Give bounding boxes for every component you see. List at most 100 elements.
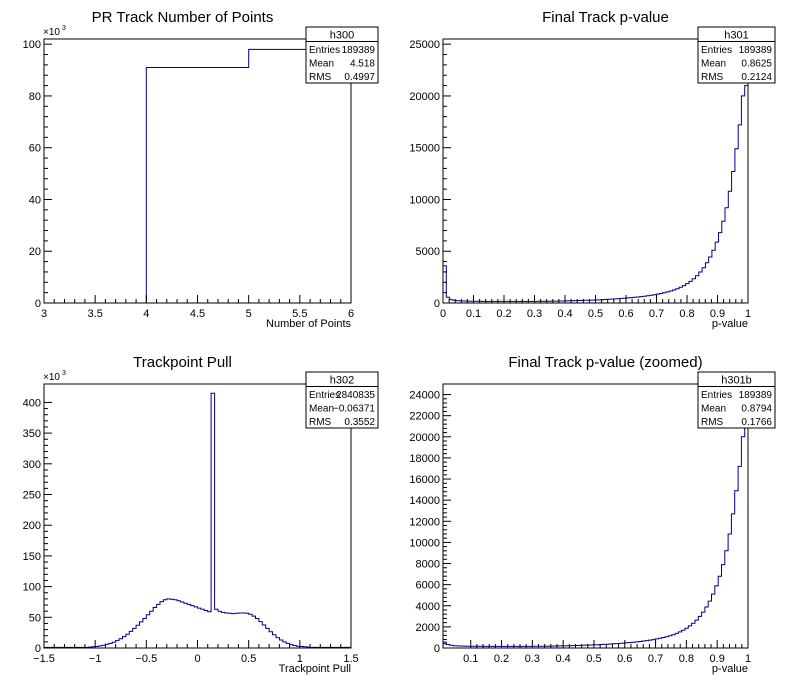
x-tick-label: 0.7 <box>649 308 664 320</box>
stats-box-frame <box>697 26 776 84</box>
stats-name: h301 <box>724 30 748 42</box>
x-tick-label: 6 <box>348 308 354 320</box>
stats-name: h302 <box>330 375 354 387</box>
x-tick-label: 0.7 <box>648 653 663 665</box>
y-multiplier-exponent: 3 <box>62 25 66 32</box>
y-tick-label: 0 <box>35 643 41 655</box>
x-tick-label: 0 <box>440 308 446 320</box>
y-tick-label: 350 <box>23 428 41 440</box>
stats-value: 0.8625 <box>741 59 772 70</box>
stats-label: RMS <box>701 417 724 428</box>
y-tick-label: 0 <box>434 643 440 655</box>
y-tick-label: 16000 <box>409 474 440 486</box>
chart-panel-4: Final Track p-value (zoomed) 0.1 0.2 0.3 0.4… <box>409 354 776 675</box>
y-tick-label: 0 <box>434 298 440 310</box>
y-tick-label: 18000 <box>409 453 440 465</box>
x-tick-label: 0.4 <box>556 653 571 665</box>
x-tick-label: 3.5 <box>88 308 103 320</box>
x-tick-label: −0.5 <box>135 653 157 665</box>
stats-label: RMS <box>701 72 724 83</box>
x-tick-label: 0.2 <box>496 308 511 320</box>
y-tick-label: 6000 <box>416 580 440 592</box>
stats-label: Entries <box>701 45 732 56</box>
stats-label: Mean <box>701 404 726 415</box>
chart-panel-3: Trackpoint Pull −1.5 −1 −0.5 0 0.5 1 1.5 0 50 100 1… <box>23 354 379 675</box>
y-tick-label: 0 <box>35 298 41 310</box>
x-axis-label: p-value <box>712 318 748 330</box>
x-axis-label: Number of Points <box>266 318 351 330</box>
x-axis-label: p-value <box>712 663 748 675</box>
x-tick-label: 0 <box>194 653 200 665</box>
x-tick-label: 5.5 <box>292 308 307 320</box>
stats-value: 0.4997 <box>344 72 375 83</box>
chart-title: Trackpoint Pull <box>133 354 232 371</box>
x-tick-label: −1 <box>89 653 102 665</box>
stats-label: RMS <box>309 417 332 428</box>
y-tick-label: 20000 <box>409 432 440 444</box>
stats-label: Entries <box>309 390 340 401</box>
x-tick-label: 1 <box>297 653 303 665</box>
stats-box-frame <box>305 26 379 84</box>
stats-box: h301b Entries 189389 Mean 0.8794 RMS 0.1766 <box>697 371 776 429</box>
y-tick-label: 100 <box>23 39 41 51</box>
y-tick-label: 5000 <box>416 246 440 258</box>
plot-frame <box>442 383 749 649</box>
x-tick-label: 0.5 <box>588 308 603 320</box>
y-multiplier: ×10 <box>43 27 60 38</box>
stats-label: RMS <box>309 72 332 83</box>
stats-box-frame <box>697 371 776 429</box>
y-tick-label: 20000 <box>409 91 440 103</box>
histogram-series <box>44 48 352 304</box>
x-tick-label: 1.5 <box>343 653 358 665</box>
stats-label: Mean <box>309 59 334 70</box>
x-tick-label: 0.1 <box>466 308 481 320</box>
y-tick-label: 250 <box>23 490 41 502</box>
y-tick-label: 200 <box>23 520 41 532</box>
y-tick-label: 4000 <box>416 601 440 613</box>
x-tick-label: 4.5 <box>190 308 205 320</box>
chart-title: PR Track Number of Points <box>92 9 274 26</box>
chart-title: Final Track p-value (zoomed) <box>508 354 702 371</box>
y-tick-label: 22000 <box>409 411 440 423</box>
y-tick-label: 24000 <box>409 390 440 402</box>
histogram-series <box>43 392 352 648</box>
y-tick-label: 10000 <box>409 537 440 549</box>
x-tick-label: 0.4 <box>557 308 572 320</box>
x-tick-label: 0.8 <box>679 308 694 320</box>
y-tick-label: 12000 <box>409 516 440 528</box>
x-tick-label: 0.6 <box>617 653 632 665</box>
chart-panel-2: Final Track p-value 0 0.1 0.2 0.3 0.4 0.5 0.6 0.… <box>409 9 776 330</box>
plot-frame <box>43 38 352 304</box>
stats-value: 4.518 <box>350 59 375 70</box>
y-tick-label: 100 <box>23 582 41 594</box>
stats-value: −0.06371 <box>333 404 375 415</box>
x-axis-label: Trackpoint Pull <box>279 663 351 675</box>
stats-box-frame <box>305 371 379 429</box>
x-tick-label: −1.5 <box>33 653 55 665</box>
stats-box: h301 Entries 189389 Mean 0.8625 RMS 0.2124 <box>697 26 776 84</box>
stats-value: 0.8794 <box>741 404 772 415</box>
stats-label: Mean <box>309 404 334 415</box>
stats-name: h300 <box>330 30 354 42</box>
x-tick-label: 1 <box>745 308 751 320</box>
stats-label: Entries <box>309 45 340 56</box>
stats-name: h301b <box>721 375 752 387</box>
x-tick-label: 4 <box>143 308 149 320</box>
stats-value: 0.1766 <box>741 417 772 428</box>
stats-value: 2840835 <box>336 390 375 401</box>
stats-label: Mean <box>701 59 726 70</box>
x-tick-label: 0.2 <box>494 653 509 665</box>
y-multiplier-exponent: 3 <box>62 370 66 377</box>
x-tick-label: 0.3 <box>525 653 540 665</box>
stats-box: h300 Entries 189389 Mean 4.518 RMS 0.4997 <box>305 26 379 84</box>
y-tick-label: 60 <box>29 143 41 155</box>
x-tick-label: 0.9 <box>710 308 725 320</box>
y-tick-label: 400 <box>23 397 41 409</box>
stats-value: 0.2124 <box>741 72 772 83</box>
y-tick-label: 25000 <box>409 39 440 51</box>
chart-title: Final Track p-value <box>542 9 669 26</box>
stats-value: 189389 <box>342 45 376 56</box>
y-tick-label: 15000 <box>409 143 440 155</box>
